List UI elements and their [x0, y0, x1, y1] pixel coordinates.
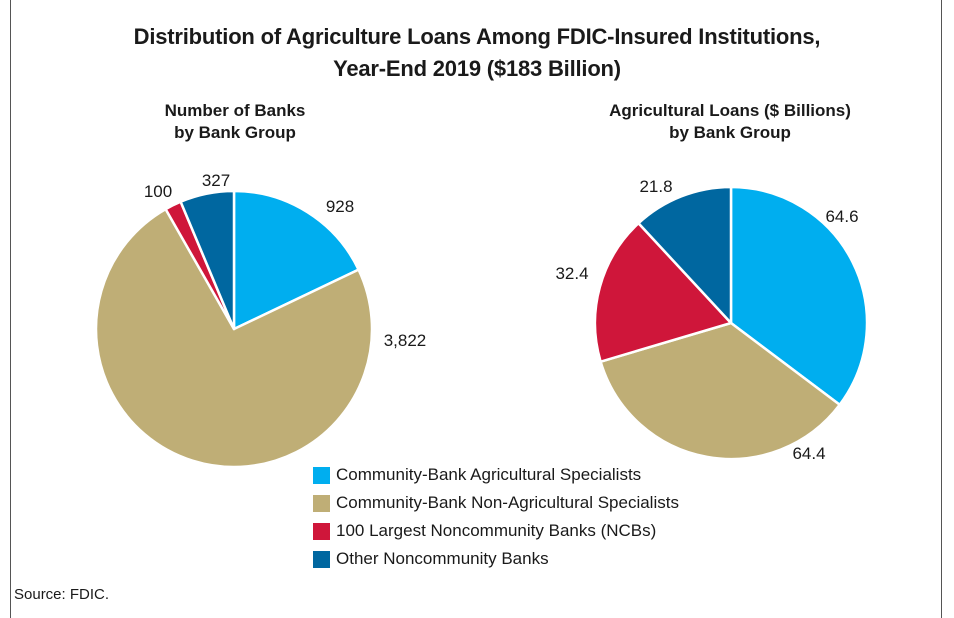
right-pie-title-line-1: Agricultural Loans ($ Billions)	[609, 101, 851, 120]
banks-pie-slice-cb-nonag	[94, 207, 374, 469]
source-note: Source: FDIC.	[14, 586, 110, 603]
banks-pie-label-cb-nonag: 3,822	[384, 331, 427, 350]
legend-swatch-other-ncb	[313, 550, 330, 568]
loans-pie-slice-largest-ncb	[593, 222, 733, 363]
banks-pie-slice-cb-ag	[232, 189, 360, 331]
legend-label-cb-ag: Community-Bank Agricultural Specialists	[336, 465, 642, 484]
banks-pie-label-cb-ag: 928	[326, 197, 354, 216]
loans-pie-label-cb-ag: 64.6	[825, 207, 858, 226]
legend-swatch-largest-ncb	[313, 522, 330, 540]
loans-pie-label-largest-ncb: 32.4	[555, 264, 588, 283]
right-pie-title: Agricultural Loans ($ Billions) by Bank …	[560, 100, 900, 144]
left-pie-title-line-1: Number of Banks	[164, 101, 306, 120]
banks-pie-label-other-ncb: 327	[202, 171, 230, 190]
banks-pie-slice-other-ncb	[179, 189, 236, 331]
chart-title-line-2: Year-End 2019 ($183 Billion)	[333, 56, 621, 81]
legend-label-cb-nonag: Community-Bank Non-Agricultural Speciali…	[336, 493, 679, 512]
legend: Community-Bank Agricultural Specialists …	[313, 461, 679, 573]
left-pie-title: Number of Banks by Bank Group	[110, 100, 360, 144]
legend-label-largest-ncb: 100 Largest Noncommunity Banks (NCBs)	[336, 521, 657, 540]
banks-pie-label-largest-ncb: 100	[144, 182, 172, 201]
legend-item-other-ncb: Other Noncommunity Banks	[313, 545, 679, 573]
loans-pie-label-other-ncb: 21.8	[639, 177, 672, 196]
loans-pie-slice-cb-nonag	[599, 321, 841, 461]
figure-frame	[10, 0, 942, 618]
legend-item-largest-ncb: 100 Largest Noncommunity Banks (NCBs)	[313, 517, 679, 545]
left-pie-title-line-2: by Bank Group	[174, 123, 296, 142]
loans-pie-slice-cb-ag	[729, 185, 869, 406]
right-pie-title-line-2: by Bank Group	[669, 123, 791, 142]
chart-title-line-1: Distribution of Agriculture Loans Among …	[133, 24, 821, 49]
legend-swatch-cb-ag	[313, 466, 330, 484]
loans-pie-slice-other-ncb	[637, 185, 733, 325]
legend-swatch-cb-nonag	[313, 494, 330, 512]
legend-label-other-ncb: Other Noncommunity Banks	[336, 549, 549, 568]
legend-item-cb-nonag: Community-Bank Non-Agricultural Speciali…	[313, 489, 679, 517]
legend-item-cb-ag: Community-Bank Agricultural Specialists	[313, 461, 679, 489]
loans-pie-label-cb-nonag: 64.4	[792, 444, 825, 463]
